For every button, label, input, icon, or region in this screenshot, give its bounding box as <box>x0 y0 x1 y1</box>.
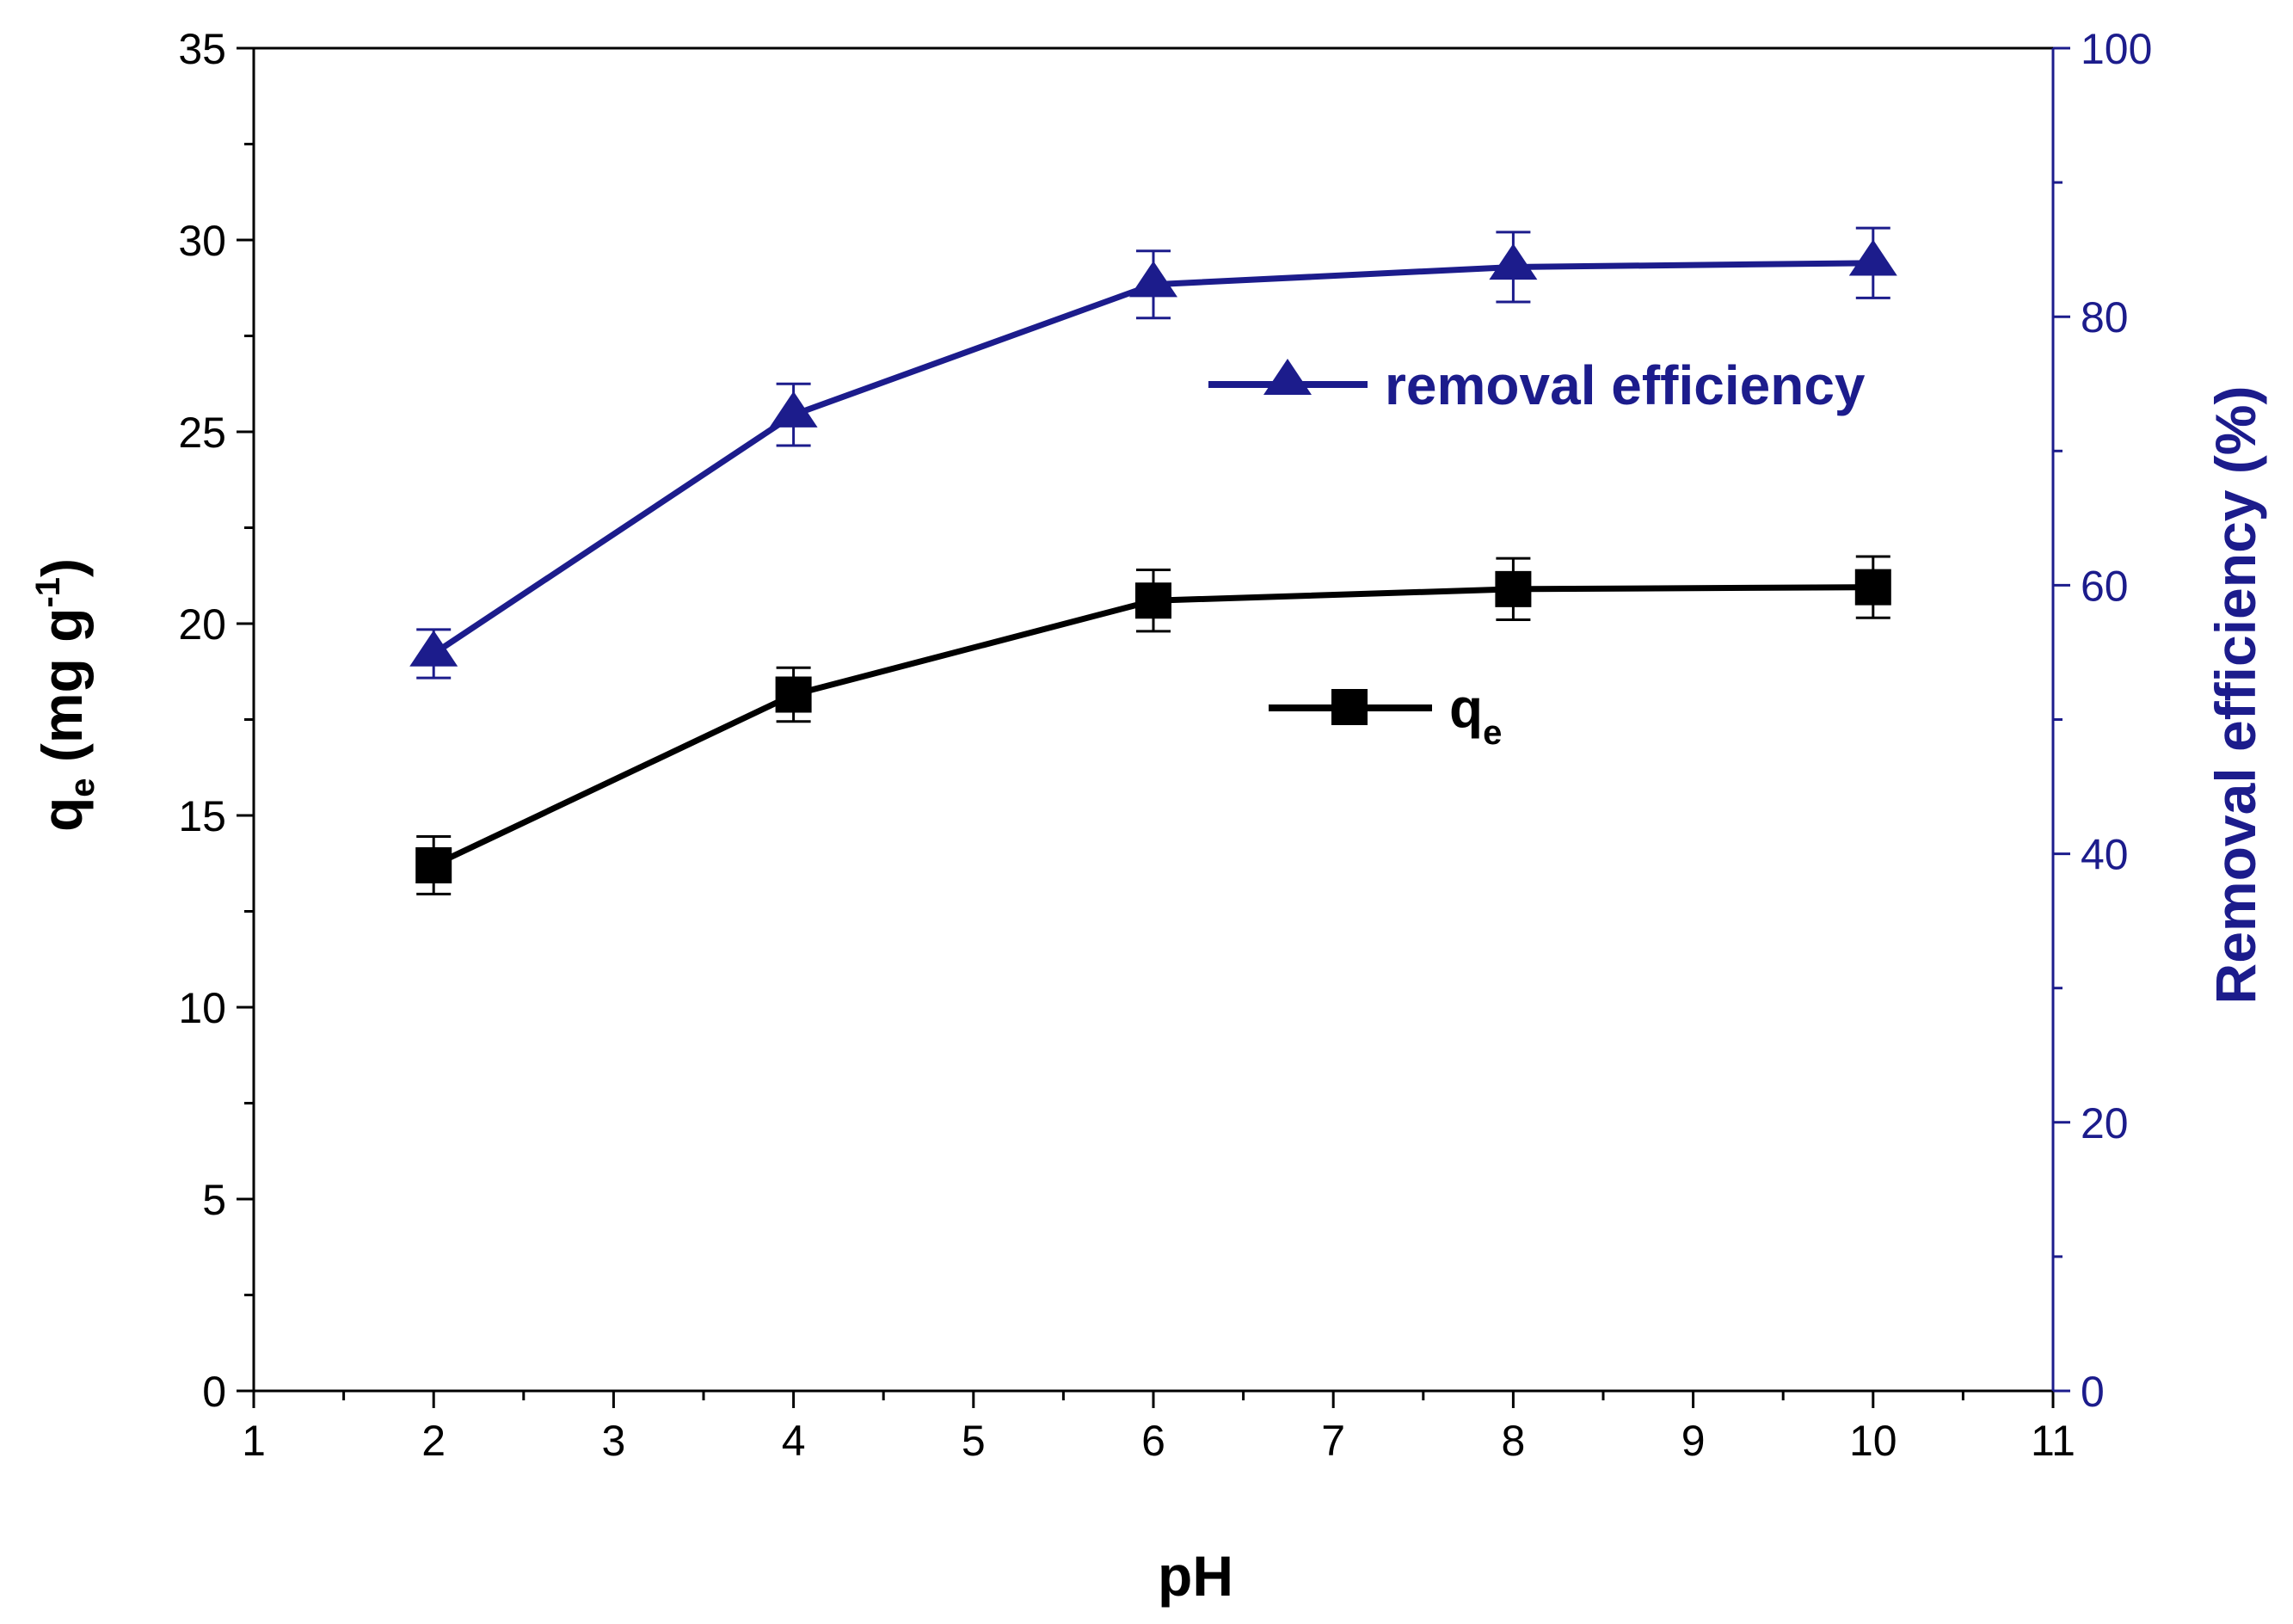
data-point-triangle <box>1129 261 1177 298</box>
x-tick-label: 11 <box>2031 1417 2075 1465</box>
plot-frame <box>252 46 2055 1393</box>
y-left-tick-label: 0 <box>202 1368 226 1416</box>
data-point-square <box>1495 570 1532 607</box>
y-left-tick-label: 25 <box>178 409 226 457</box>
legend-removal-efficiency: removal efficiency <box>1208 354 1866 416</box>
legend-qe-label: qe <box>1449 677 1502 752</box>
x-tick-label: 10 <box>1849 1417 1897 1465</box>
x-tick-label: 8 <box>1501 1417 1525 1465</box>
x-tick-label: 5 <box>962 1417 986 1465</box>
data-point-square <box>775 676 812 713</box>
x-tick-label: 9 <box>1681 1417 1706 1465</box>
legend-square-marker <box>1331 689 1368 725</box>
data-point-triangle <box>1489 243 1538 280</box>
x-tick-label: 4 <box>782 1417 806 1465</box>
x-axis-title: pH <box>1158 1544 1233 1608</box>
y-left-tick-label: 5 <box>202 1176 226 1224</box>
data-point-square <box>1854 569 1891 606</box>
y-left-tick-label: 35 <box>178 25 226 73</box>
x-tick-label: 7 <box>1321 1417 1345 1465</box>
data-point-triangle <box>1848 239 1897 276</box>
data-series <box>409 226 1897 895</box>
y-axis-left-title: qe (mg g-1) <box>29 558 101 832</box>
y-right-tick-label: 100 <box>2081 25 2152 73</box>
y-right-tick-label: 60 <box>2081 562 2129 610</box>
data-point-triangle <box>769 391 818 428</box>
x-tick-label: 3 <box>601 1417 625 1465</box>
y-left-tick-label: 20 <box>178 600 226 649</box>
y-left-tick-label: 10 <box>178 984 226 1032</box>
data-point-square <box>1135 582 1171 619</box>
legend-triangle-marker <box>1263 359 1312 395</box>
x-tick-label: 6 <box>1141 1417 1165 1465</box>
y-right-tick-label: 0 <box>2081 1368 2105 1416</box>
x-tick-label: 2 <box>421 1417 446 1465</box>
x-tick-label: 1 <box>242 1417 266 1465</box>
y-right-tick-label: 20 <box>2081 1099 2129 1147</box>
y-left-tick-label: 30 <box>178 217 226 265</box>
y-right-tick-label: 80 <box>2081 293 2129 341</box>
data-point-square <box>415 846 452 883</box>
legend-qe: qe <box>1269 677 1502 752</box>
legend-removal-label: removal efficiency <box>1385 354 1866 416</box>
y-right-tick-label: 40 <box>2081 831 2129 879</box>
y-left-tick-label: 15 <box>178 792 226 840</box>
data-point-triangle <box>409 630 458 667</box>
y-axis-right-title: Removal efficiency (%) <box>2204 386 2267 1005</box>
